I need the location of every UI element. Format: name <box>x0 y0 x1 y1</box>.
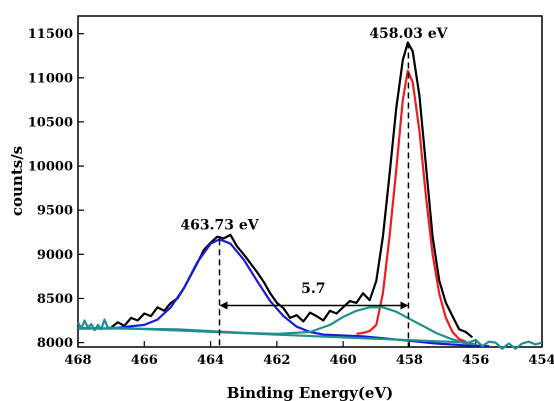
x-tick-label: 456 <box>462 353 489 368</box>
x-tick-label: 464 <box>197 353 224 368</box>
y-axis-ticks: 8000 8500 9000 9500 10000 10500 11000 11500 <box>28 27 84 351</box>
y-tick-label: 9500 <box>37 204 73 219</box>
y-axis-title: counts/s <box>8 146 26 216</box>
y-tick-label: 11500 <box>28 27 73 42</box>
y-tick-label: 8500 <box>37 292 73 307</box>
x-axis-ticks: 468 466 464 462 460 458 456 454 <box>64 341 554 368</box>
series-background <box>77 306 476 346</box>
x-tick-label: 460 <box>330 353 357 368</box>
series-layer <box>77 41 543 350</box>
series-fit-peak-458 <box>356 69 467 343</box>
series-fit-peak-463 <box>78 238 490 348</box>
x-tick-label: 462 <box>263 353 290 368</box>
y-tick-label: 8000 <box>37 336 73 351</box>
x-tick-label: 458 <box>396 353 423 368</box>
marker-layer <box>218 42 410 347</box>
x-tick-label: 466 <box>131 353 158 368</box>
series-raw-baseline <box>77 318 543 350</box>
annotation-label: 463.73 eV <box>180 218 259 234</box>
x-axis-title: Binding Energy(eV) <box>227 384 393 401</box>
annotation-layer: 458.03 eV 463.73 eV 5.7 <box>180 26 448 297</box>
y-tick-label: 11000 <box>28 71 73 86</box>
annotation-label: 5.7 <box>301 281 325 297</box>
plot-frame <box>77 15 543 348</box>
y-tick-label: 10000 <box>28 160 73 175</box>
y-tick-label: 9000 <box>37 248 73 263</box>
series-raw <box>110 41 474 339</box>
annotation-label: 458.03 eV <box>369 26 448 42</box>
y-tick-label: 10500 <box>28 115 73 130</box>
x-tick-label: 454 <box>528 353 554 368</box>
x-tick-label: 468 <box>64 353 91 368</box>
